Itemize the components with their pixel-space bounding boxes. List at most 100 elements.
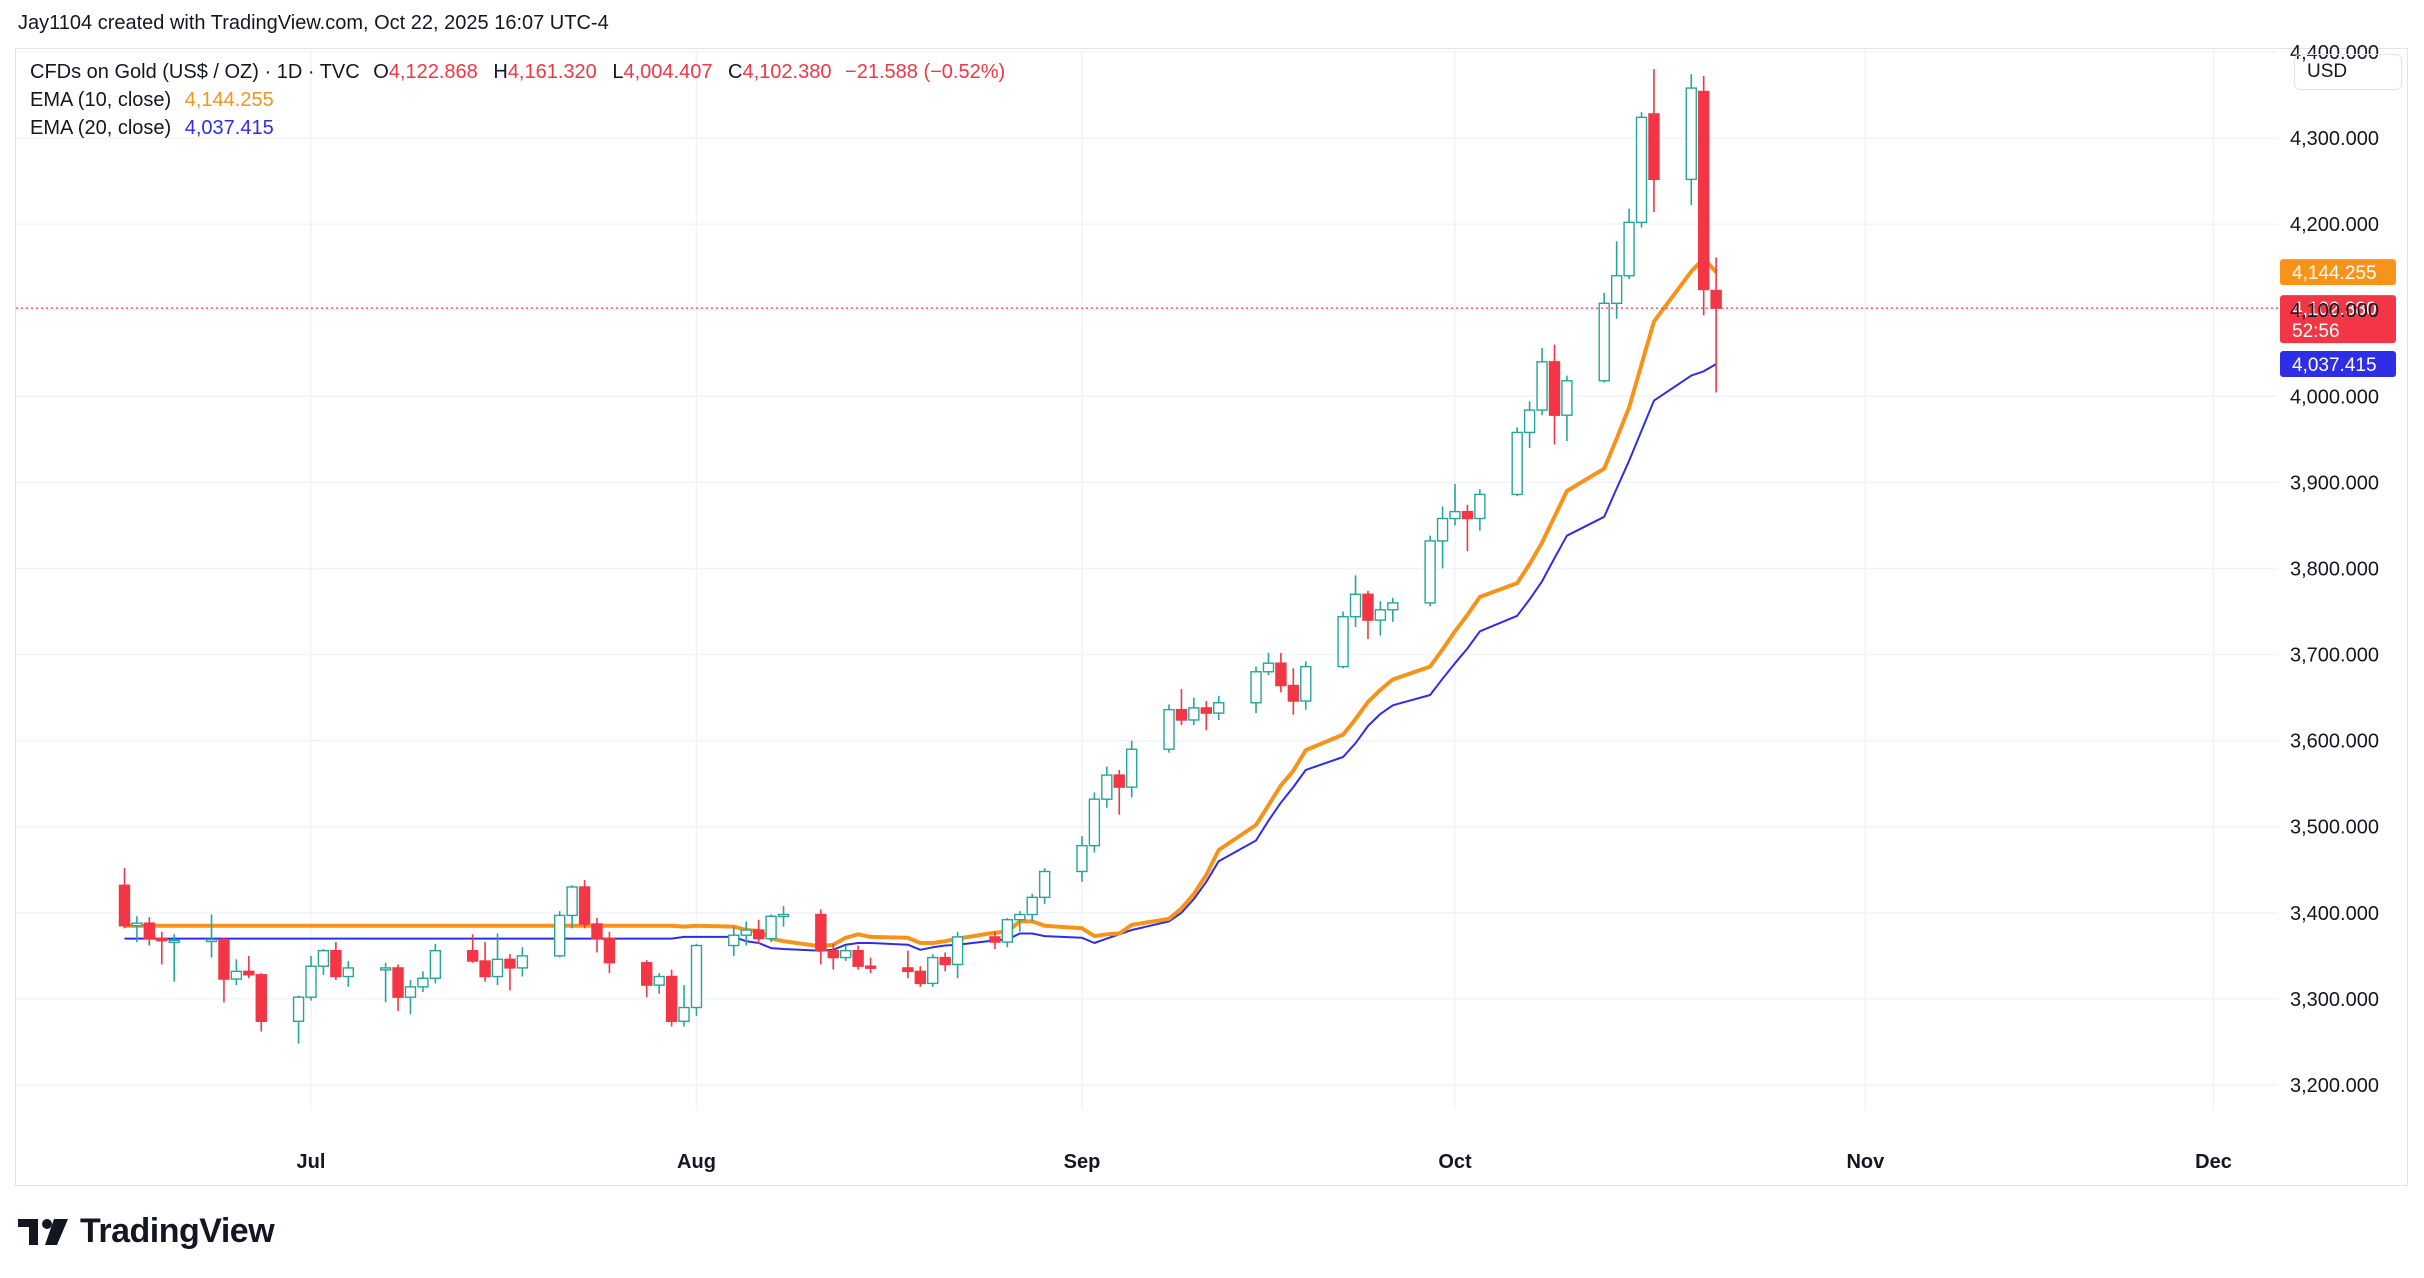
ema10-value: 4,144.255 — [184, 89, 274, 111]
candle — [827, 943, 839, 970]
candle — [864, 957, 877, 974]
candle — [1001, 917, 1014, 948]
candle — [392, 964, 404, 1011]
candle-body — [839, 949, 852, 959]
candle — [728, 926, 740, 956]
y-tick-label: 3,500.000 — [2290, 817, 2379, 839]
candle — [902, 950, 914, 979]
y-tick-label: 3,600.000 — [2290, 731, 2379, 753]
candle — [1474, 489, 1486, 531]
candle-body — [765, 915, 777, 940]
candle-body — [1125, 748, 1138, 788]
candle-body — [1113, 774, 1125, 788]
candle — [292, 995, 305, 1044]
y-tick-label: 4,300.000 — [2290, 128, 2379, 150]
candle — [740, 921, 752, 946]
open-label: O — [373, 61, 389, 83]
candle — [1610, 241, 1623, 319]
candle — [1250, 666, 1262, 714]
candle — [1275, 652, 1287, 693]
ema20-value: 4,037.415 — [184, 117, 274, 139]
instrument-label[interactable]: CFDs on Gold (US$ / OZ) · 1D · TVC — [30, 61, 360, 83]
candle-body — [864, 965, 877, 969]
candle — [578, 880, 591, 929]
candle-body — [1561, 380, 1573, 416]
candle — [466, 934, 479, 963]
candle — [317, 948, 330, 975]
candle-body — [205, 938, 218, 943]
candle — [1523, 401, 1536, 448]
tradingview-logo[interactable]: TradingView — [18, 1212, 275, 1251]
tradingview-logo-text: TradingView — [80, 1212, 275, 1250]
candle — [752, 919, 765, 944]
candle — [1436, 506, 1449, 569]
candle — [1188, 697, 1200, 726]
candle-body — [752, 929, 765, 940]
candle-body — [1300, 665, 1312, 702]
byline: Jay1104 created with TradingView.com, Oc… — [18, 12, 609, 34]
candle-body — [1163, 708, 1175, 750]
candle — [1623, 208, 1635, 280]
candle-body — [243, 970, 255, 976]
candle-body — [827, 949, 839, 959]
candle — [1648, 69, 1660, 213]
candle — [305, 955, 317, 1001]
ema10-price-tag: 4,144.255 — [2292, 263, 2377, 284]
candle — [205, 914, 218, 958]
last-price-tag-countdown: 52:56 — [2292, 321, 2340, 342]
candle-body — [1548, 361, 1561, 416]
candle — [417, 971, 429, 993]
candle-body — [1088, 798, 1101, 847]
chart-frame[interactable] — [15, 48, 2408, 1186]
candle — [168, 934, 180, 982]
candle — [255, 973, 267, 1032]
legend-ema20-row[interactable]: EMA (20, close) 4,037.415 — [30, 114, 1005, 142]
candle-body — [1523, 409, 1536, 434]
ema20-price-tag: 4,037.415 — [2292, 355, 2377, 376]
candle — [1635, 112, 1648, 228]
legend-ema10-row[interactable]: EMA (10, close) 4,144.255 — [30, 86, 1005, 114]
candle — [1175, 688, 1188, 726]
candle-body — [230, 970, 243, 980]
candle-body — [914, 970, 927, 985]
candle — [1101, 766, 1113, 808]
candle-body — [690, 944, 703, 1009]
candle-body — [1436, 517, 1449, 542]
candle — [665, 969, 678, 1027]
candle — [1548, 344, 1561, 445]
y-tick-label: 4,100.000 — [2290, 300, 2379, 322]
candle — [1287, 668, 1300, 715]
candle-body — [218, 938, 230, 980]
candle — [927, 954, 939, 987]
candle-body — [578, 886, 591, 925]
candle — [243, 955, 255, 979]
candle — [1113, 769, 1125, 815]
candle-body — [1598, 302, 1610, 382]
close-value: 4,102.380 — [742, 61, 832, 83]
candle-body — [292, 996, 305, 1022]
candle-body — [1076, 844, 1088, 873]
candle — [839, 945, 852, 962]
candle — [379, 962, 392, 1003]
candle-body — [678, 1006, 690, 1022]
candle-body — [1101, 774, 1113, 800]
x-tick-label: Sep — [1064, 1151, 1101, 1173]
candle-body — [491, 958, 504, 978]
currency-button[interactable]: USD — [2294, 54, 2402, 90]
candle — [678, 985, 690, 1027]
change-value: −21.588 (−0.52%) — [845, 61, 1006, 83]
candle — [143, 917, 156, 946]
low-label: L — [612, 61, 624, 83]
candle — [1598, 292, 1610, 383]
candle-body — [939, 956, 951, 966]
y-tick-label: 4,000.000 — [2290, 386, 2379, 408]
ema10-line — [124, 256, 1718, 949]
candle — [989, 931, 1001, 949]
high-value: 4,161.320 — [507, 61, 597, 83]
open-value: 4,122.868 — [388, 61, 478, 83]
candle-body — [1710, 289, 1722, 309]
candle-body — [1511, 431, 1523, 496]
candle-body — [553, 914, 566, 957]
x-tick-label: Jul — [297, 1151, 326, 1173]
